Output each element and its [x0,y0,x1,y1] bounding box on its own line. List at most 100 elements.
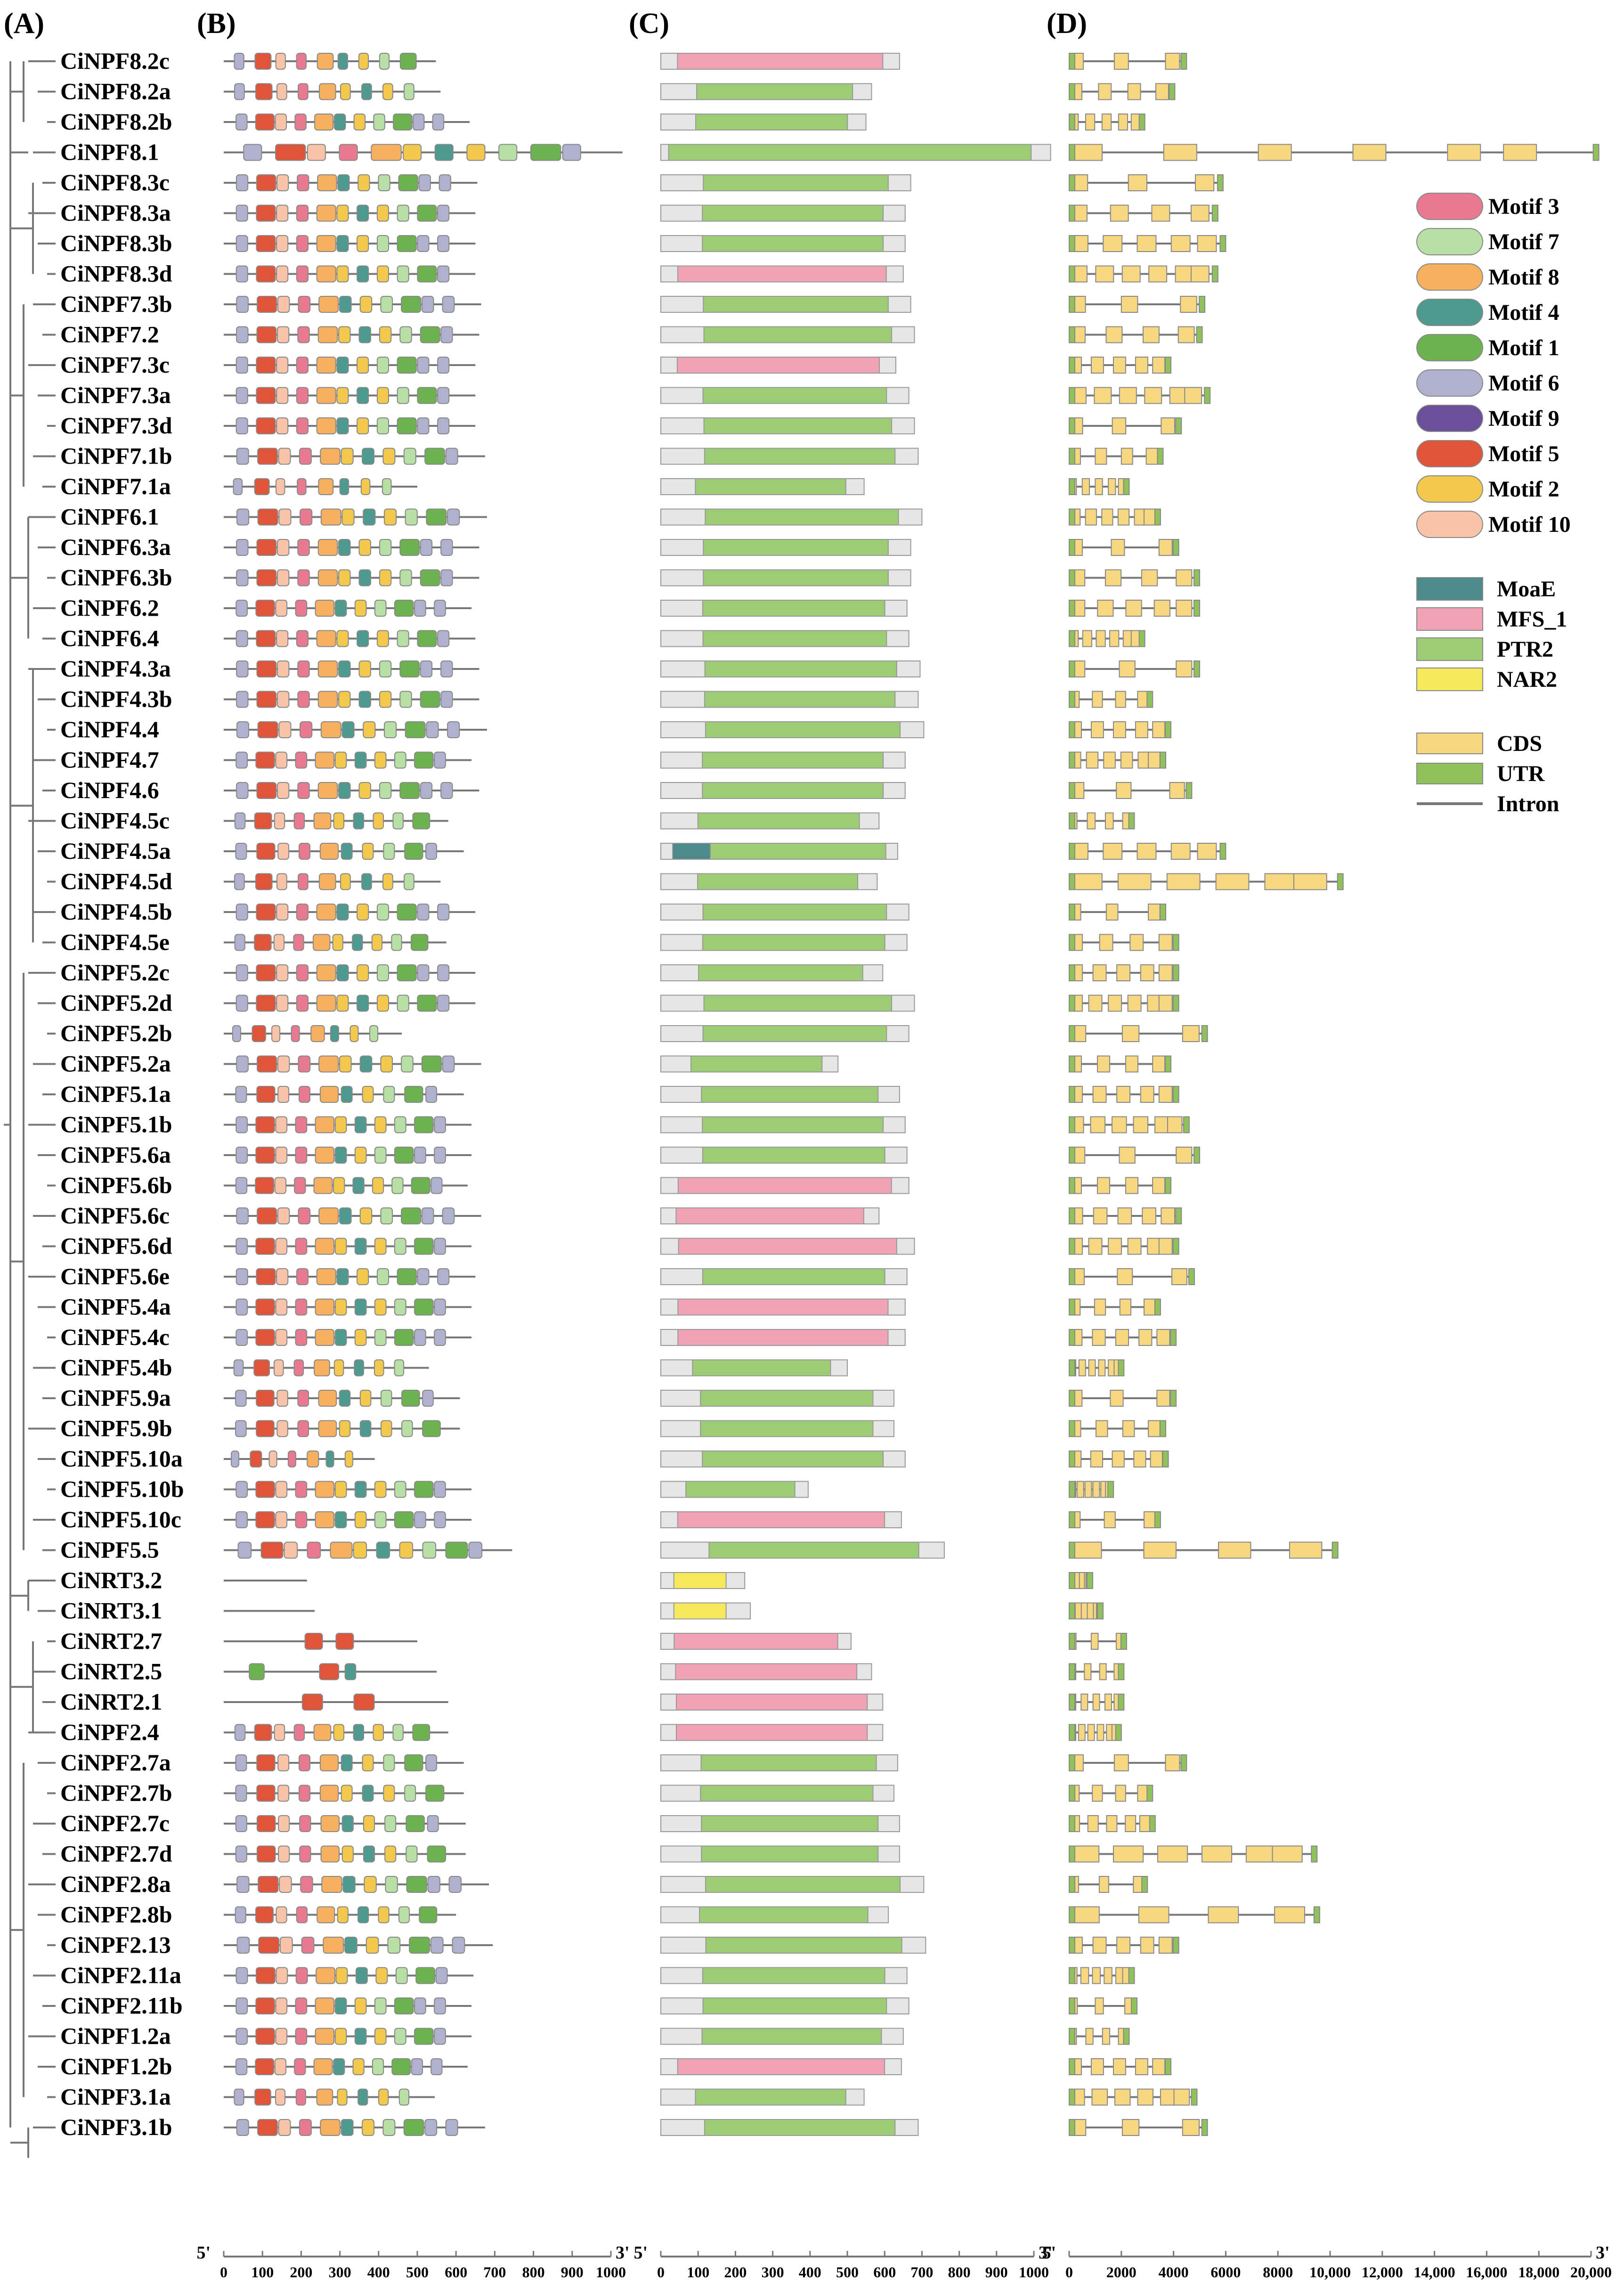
motif-6-box [417,357,430,374]
motif-1-box [424,448,445,465]
cds-exon [1110,1390,1124,1407]
motif-1-box [249,1663,265,1680]
motif-7-box [380,296,393,313]
axis-tick-label: 16,000 [1466,2264,1507,2281]
motif-10-box [275,751,288,769]
cds-exon [1101,508,1113,526]
motif-3-box [295,1298,308,1316]
utr-block [1069,83,1075,100]
axis-tick-label: 8000 [1263,2264,1293,2281]
motif-1-box [420,569,440,587]
cds-exon [1176,660,1193,677]
motif-6-box [432,114,445,130]
motif-6-box [235,1086,247,1103]
motif-6-box [440,326,453,343]
cds-exon [1093,1207,1108,1224]
motif-10-box [278,508,292,526]
gene-label: CiNPF4.6 [60,777,159,803]
motif-6-box [434,1238,446,1255]
motif-10-box [273,934,285,951]
motif-4-box [339,478,349,495]
motif-6-box [412,114,425,130]
gene-label: CiNPF5.2d [60,990,172,1016]
motif-7-box [374,600,387,617]
motif-5-box [353,1694,375,1711]
utr-block [1069,994,1075,1012]
ptr2-domain [690,1055,823,1073]
ptr2-domain [705,508,899,526]
axis-tick-label: 200 [724,2264,747,2281]
motif-8-box [315,1116,335,1133]
motif-8-box [310,1025,325,1042]
motif-2-box [374,1298,387,1316]
motif-4-box [338,660,351,677]
motif-2-box [334,1238,347,1255]
cds-exon [1086,751,1099,769]
motif-5-box [256,1754,276,1771]
utr-block [1069,721,1075,738]
motif-8-box [319,873,336,890]
motif-3-box [295,751,308,769]
utr-block [1107,1481,1114,1498]
motif-6-box [235,265,248,283]
cds-exon [1112,1451,1125,1467]
motif-2-box [354,1997,367,2014]
legend-motif-swatch [1416,263,1483,291]
utr-block [1069,1511,1075,1528]
utr-block [1069,1754,1075,1771]
motif-3-box [297,1420,309,1437]
motif-2-box [376,630,389,647]
utr-block [1069,387,1075,404]
gene-label: CiNPF5.9a [60,1385,171,1411]
domain-panel [660,53,1051,2136]
utr-block [1138,630,1145,647]
motif-2-box [359,1207,373,1224]
ptr2-domain [703,296,889,313]
gene-label: CiNPF1.2a [60,2023,171,2049]
motif-2-box [333,812,345,830]
utr-block [1172,1086,1179,1103]
cds-exon [1094,1298,1106,1316]
cds-exon [1201,1845,1233,1863]
utr-block [1128,1967,1135,1984]
utr-block [1159,751,1166,769]
motif-10-box [275,1997,288,2014]
cds-exon [1078,1724,1086,1741]
cds-exon [1143,508,1156,526]
cds-exon [1104,812,1114,830]
legend-domain-label: MoaE [1497,577,1556,602]
gene-label: CiNPF5.1b [60,1111,172,1138]
motif-4-box [339,296,352,313]
utr-block [1069,1451,1075,1467]
motif-4-box [434,144,454,161]
motif-10-box [271,1025,281,1042]
cds-exon [1114,2088,1131,2106]
motif-7-box [382,478,392,495]
ptr2-domain [697,812,860,830]
motif-1-box [399,660,420,677]
motif-4-box [334,1147,347,1164]
cds-exon [1151,204,1170,222]
motif-1-box [406,1815,425,1832]
motif-6-box [434,1298,446,1316]
motif-6-box [414,1147,426,1164]
motif-1-box [401,1390,420,1407]
cds-exon [1127,994,1142,1012]
gene-label: CiNRT2.7 [60,1628,162,1654]
gene-label: CiNPF8.3b [60,230,172,256]
gene-label: CiNPF8.3c [60,169,170,196]
motif-4-box [337,174,350,191]
utr-block [1128,812,1135,830]
utr-block [1069,1724,1075,1741]
motif-2-box [378,2088,389,2106]
utr-block [1069,326,1075,343]
motif-6-box [440,539,453,556]
motif-2-box [344,1451,353,1467]
cds-exon [1108,478,1116,495]
utr-block [1069,1602,1075,1620]
motif-5-box [255,1481,275,1498]
gene-label: CiNPF2.8b [60,1901,172,1928]
motif-2-box [336,204,349,222]
cds-exon [1090,357,1104,374]
motif-3-box [296,1906,308,1923]
